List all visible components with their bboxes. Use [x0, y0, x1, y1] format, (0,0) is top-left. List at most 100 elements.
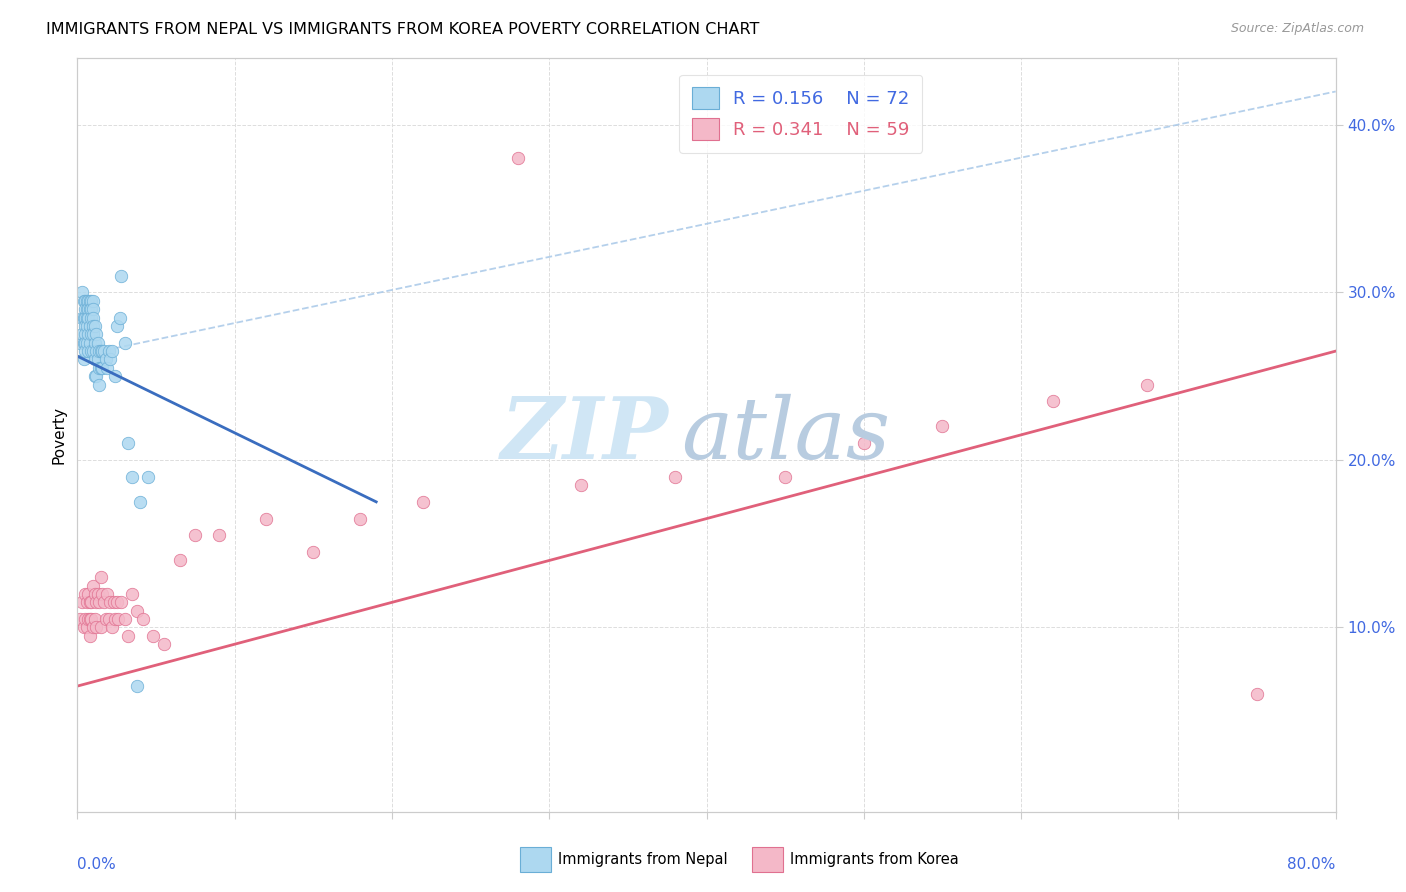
- Point: [83, 587, 105, 601]
- Point: [80, 293, 103, 308]
- Point: [77, 587, 100, 601]
- Point: [75, 587, 97, 601]
- Text: Immigrants from Nepal: Immigrants from Nepal: [558, 853, 728, 867]
- Point: [82, 327, 104, 342]
- Point: [82, 302, 104, 317]
- Point: [412, 495, 434, 509]
- Point: [254, 511, 277, 525]
- Point: [773, 469, 796, 483]
- Text: IMMIGRANTS FROM NEPAL VS IMMIGRANTS FROM KOREA POVERTY CORRELATION CHART: IMMIGRANTS FROM NEPAL VS IMMIGRANTS FROM…: [46, 22, 759, 37]
- Point: [84, 620, 107, 634]
- Point: [70, 595, 93, 609]
- Point: [72, 310, 94, 325]
- Point: [142, 629, 165, 643]
- Point: [80, 302, 103, 317]
- Point: [121, 587, 143, 601]
- Point: [84, 327, 107, 342]
- Point: [79, 629, 101, 643]
- Point: [91, 360, 114, 375]
- Point: [84, 344, 107, 359]
- Point: [84, 595, 107, 609]
- Point: [72, 352, 94, 367]
- Point: [72, 620, 94, 634]
- Point: [1042, 394, 1064, 409]
- Point: [82, 318, 104, 333]
- Point: [117, 436, 139, 450]
- Point: [90, 360, 112, 375]
- Point: [110, 595, 132, 609]
- Point: [931, 419, 953, 434]
- Point: [105, 595, 128, 609]
- Point: [82, 310, 104, 325]
- Point: [96, 360, 118, 375]
- Point: [83, 612, 105, 626]
- Point: [75, 335, 97, 350]
- Point: [97, 344, 120, 359]
- Point: [110, 268, 132, 283]
- Point: [108, 310, 131, 325]
- Point: [664, 469, 686, 483]
- Point: [83, 352, 105, 367]
- Point: [506, 152, 529, 166]
- Point: [84, 369, 107, 384]
- Point: [127, 604, 149, 618]
- Point: [114, 612, 136, 626]
- Point: [76, 318, 98, 333]
- Point: [79, 612, 101, 626]
- Point: [87, 352, 110, 367]
- Point: [90, 344, 112, 359]
- Point: [94, 612, 117, 626]
- Point: [97, 612, 120, 626]
- Point: [117, 629, 139, 643]
- Point: [77, 310, 100, 325]
- Text: Immigrants from Korea: Immigrants from Korea: [790, 853, 959, 867]
- Point: [79, 335, 101, 350]
- Point: [101, 344, 124, 359]
- Point: [77, 302, 100, 317]
- Text: 80.0%: 80.0%: [1288, 857, 1336, 872]
- Point: [76, 595, 98, 609]
- Point: [76, 310, 98, 325]
- Point: [75, 302, 97, 317]
- Point: [82, 578, 104, 592]
- Point: [80, 595, 103, 609]
- Point: [136, 469, 159, 483]
- Point: [87, 587, 110, 601]
- Point: [79, 302, 101, 317]
- Point: [93, 595, 115, 609]
- Point: [80, 327, 103, 342]
- Point: [83, 318, 105, 333]
- Point: [80, 612, 103, 626]
- Point: [75, 612, 97, 626]
- Point: [569, 478, 592, 492]
- Point: [98, 595, 121, 609]
- Point: [79, 318, 101, 333]
- Point: [89, 595, 111, 609]
- Point: [76, 293, 98, 308]
- Point: [208, 528, 231, 542]
- Point: [89, 377, 111, 392]
- Point: [349, 511, 371, 525]
- Point: [104, 369, 127, 384]
- Point: [80, 310, 103, 325]
- Point: [72, 335, 94, 350]
- Point: [80, 344, 103, 359]
- Point: [91, 587, 114, 601]
- Point: [107, 612, 129, 626]
- Point: [129, 495, 152, 509]
- Point: [98, 352, 121, 367]
- Point: [169, 553, 191, 567]
- Legend: R = 0.156    N = 72, R = 0.341    N = 59: R = 0.156 N = 72, R = 0.341 N = 59: [679, 75, 922, 153]
- Point: [70, 327, 93, 342]
- Point: [94, 352, 117, 367]
- Text: 0.0%: 0.0%: [77, 857, 117, 872]
- Point: [132, 612, 155, 626]
- Point: [96, 587, 118, 601]
- Point: [77, 293, 100, 308]
- Point: [104, 612, 127, 626]
- Point: [127, 679, 149, 693]
- Point: [77, 327, 100, 342]
- Point: [114, 335, 136, 350]
- Point: [76, 302, 98, 317]
- Point: [89, 344, 111, 359]
